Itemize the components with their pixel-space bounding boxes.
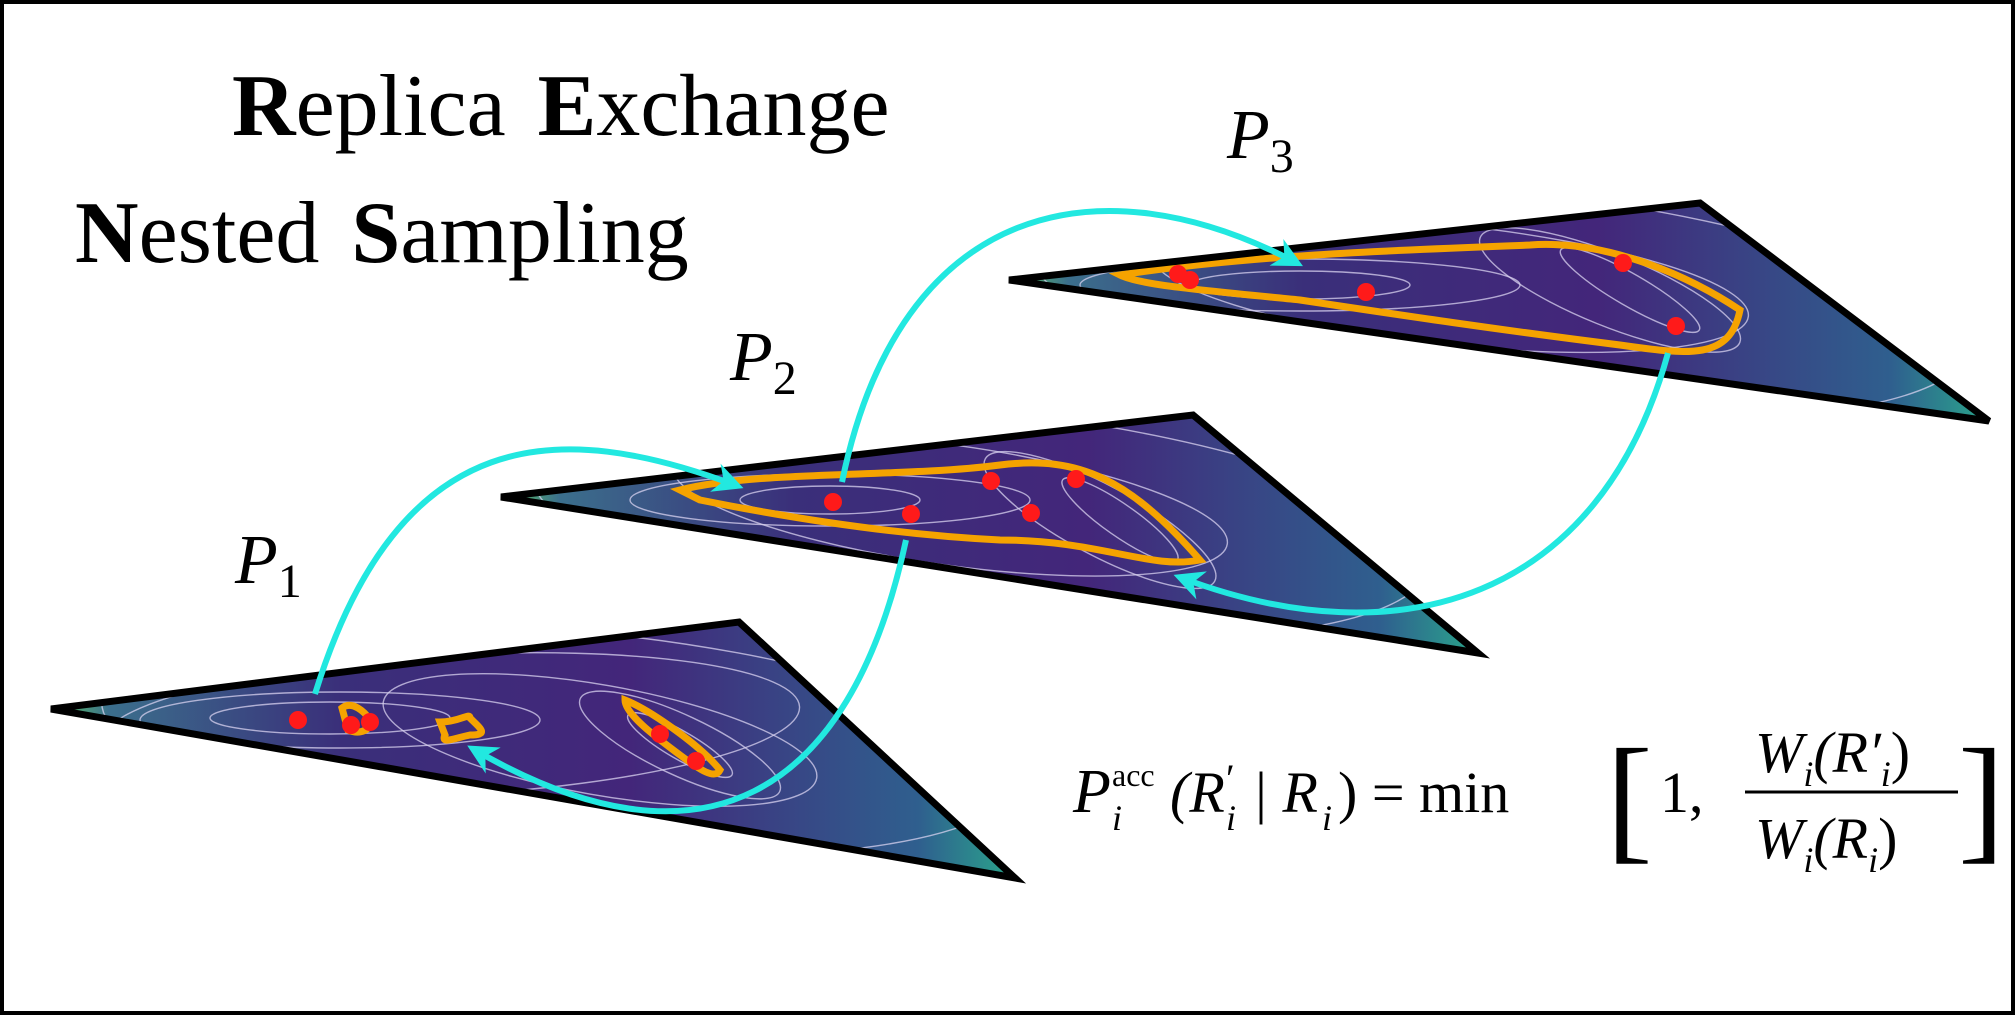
- eq-arg-sub: i: [1226, 798, 1236, 838]
- text-part: xchange: [596, 58, 889, 155]
- label-p1: P1: [234, 522, 302, 608]
- text-part: (R′: [1813, 720, 1882, 785]
- text-part: ampling: [400, 185, 688, 282]
- eq-close: ) = min: [1338, 760, 1509, 825]
- title-line-1: Replica Exchange: [232, 58, 890, 155]
- text-part: N: [75, 185, 139, 282]
- text-part: i: [1881, 754, 1891, 794]
- eq-one: 1,: [1660, 760, 1704, 825]
- text-part: ): [1891, 720, 1910, 785]
- eq-subscript: i: [1112, 798, 1122, 838]
- plane-1: [50, 618, 1027, 884]
- text-part: i: [1803, 840, 1813, 880]
- label-p3: P3: [1226, 97, 1294, 183]
- eq-bracket-open: [: [1606, 721, 1653, 876]
- text-part: R: [232, 58, 297, 155]
- text-part: i: [1868, 840, 1878, 880]
- eq-symbol: P: [1072, 758, 1111, 826]
- eq-superscript: acc: [1112, 757, 1155, 793]
- text-part: i: [1803, 754, 1813, 794]
- eq-denominator: Wi(Ri): [1755, 806, 1897, 880]
- title-line-2: Nested Sampling: [75, 185, 689, 282]
- eq-open: (R: [1170, 760, 1225, 825]
- text-part: W: [1755, 806, 1808, 871]
- text-part: W: [1755, 720, 1808, 785]
- eq-given-sub: i: [1322, 798, 1332, 838]
- eq-bracket-close: ]: [1958, 721, 2005, 876]
- eq-given: | R: [1252, 760, 1318, 825]
- text-part: ): [1878, 806, 1897, 871]
- text-part: (R: [1813, 806, 1868, 871]
- text-part: 1: [278, 555, 302, 608]
- text-part: 2: [773, 352, 797, 405]
- text-part: ested: [139, 185, 320, 282]
- text-part: E: [538, 58, 597, 155]
- text-part: P: [1226, 97, 1270, 174]
- equation: P acc i (R ′ i | R i ) = min [ 1, Wi(R′i…: [1072, 720, 2005, 880]
- text-part: S: [351, 185, 400, 282]
- exchange-arrows: [312, 208, 1671, 815]
- text-part: P: [729, 319, 773, 396]
- text-part: P: [234, 522, 278, 599]
- label-p2: P2: [729, 319, 797, 405]
- eq-prime: ′: [1226, 756, 1235, 801]
- eq-numerator: Wi(R′i): [1755, 720, 1910, 794]
- text-part: 3: [1270, 130, 1294, 183]
- text-part: eplica: [296, 58, 506, 155]
